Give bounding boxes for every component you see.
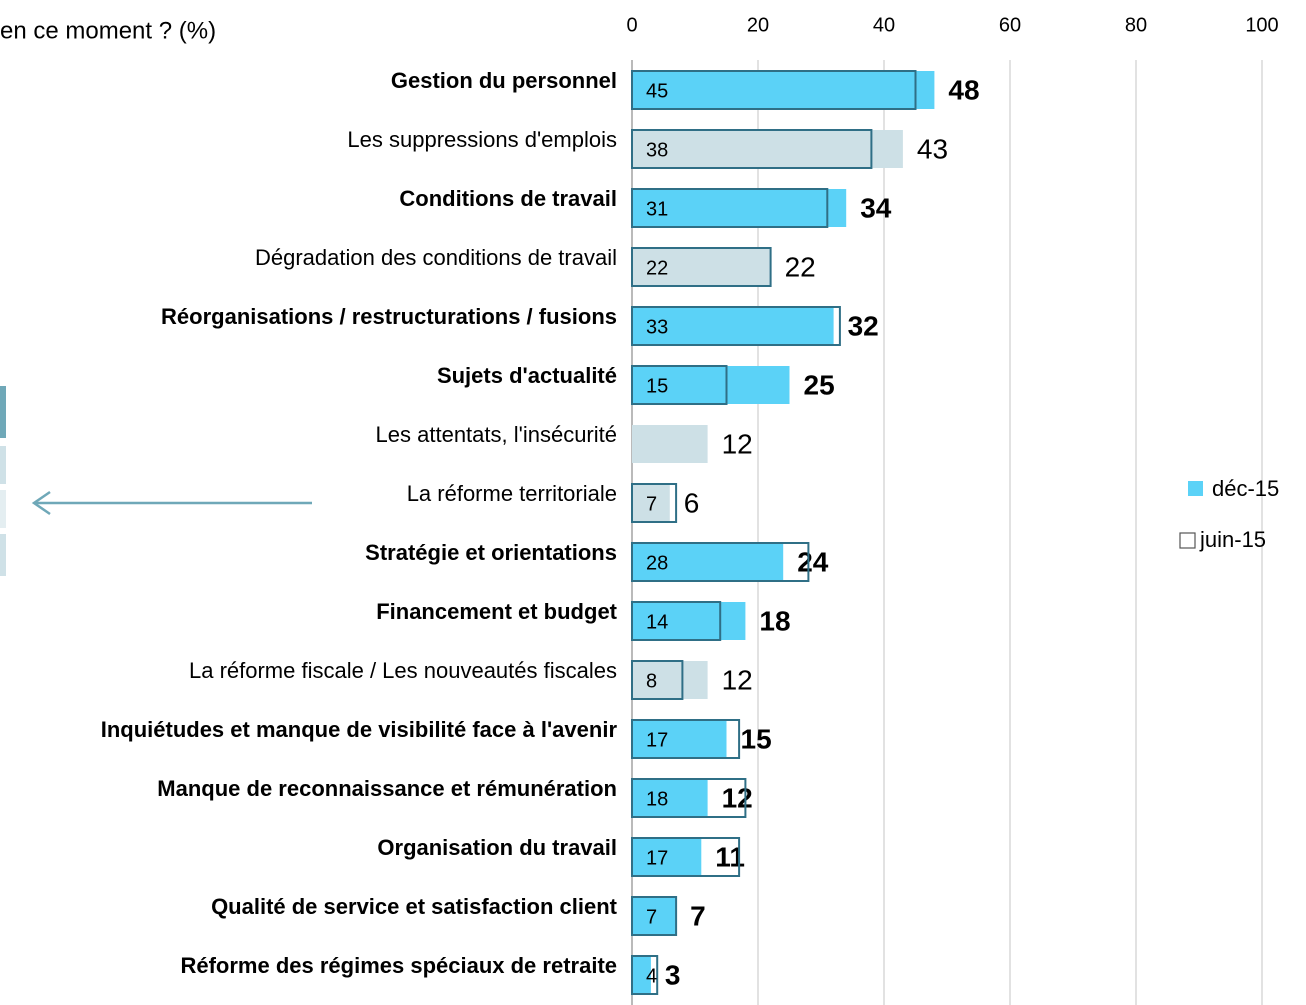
- data-label: 33: [646, 316, 668, 338]
- bar: [632, 307, 834, 345]
- category-label: La réforme fiscale / Les nouveautés fisc…: [189, 658, 617, 683]
- bar-outline: [631, 188, 829, 228]
- bar-outline: [631, 719, 741, 759]
- category-label: Organisation du travail: [377, 835, 617, 860]
- data-label: 32: [848, 310, 879, 341]
- legend-label: juin-15: [1199, 527, 1266, 552]
- data-label: 12: [722, 428, 753, 459]
- data-label: 38: [646, 139, 668, 161]
- decor-bar: [0, 490, 6, 528]
- data-label: 12: [722, 664, 753, 695]
- bar-outline: [631, 778, 747, 818]
- x-tick-label: 40: [873, 14, 895, 36]
- arrow-head: [31, 490, 51, 516]
- data-label: 7: [646, 906, 657, 928]
- bar-outline: [631, 896, 678, 936]
- data-label: 34: [860, 192, 892, 223]
- bar-outline: [631, 365, 728, 405]
- data-label: 28: [646, 552, 668, 574]
- decor-bar: [0, 386, 6, 438]
- bar: [632, 130, 903, 168]
- bar: [632, 720, 727, 758]
- category-label: Réorganisations / restructurations / fus…: [161, 304, 617, 329]
- category-label: Les suppressions d'emplois: [347, 127, 617, 152]
- category-label: Qualité de service et satisfaction clien…: [211, 894, 618, 919]
- data-label: 11: [715, 841, 745, 872]
- data-label: 31: [646, 198, 668, 220]
- data-label: 7: [690, 900, 706, 931]
- bar-outline: [631, 129, 873, 169]
- x-tick-label: 20: [747, 14, 769, 36]
- bar: [632, 779, 708, 817]
- bar: [632, 366, 790, 404]
- category-label: Stratégie et orientations: [365, 540, 617, 565]
- bar: [632, 838, 702, 876]
- bar-outline: [631, 483, 678, 523]
- bar: [632, 543, 784, 581]
- chart-title: en ce moment ? (%): [0, 17, 216, 44]
- data-label: 7: [646, 493, 657, 515]
- data-label: 45: [646, 80, 668, 102]
- bar: [632, 71, 935, 109]
- data-label: 43: [917, 133, 948, 164]
- data-label: 14: [646, 611, 668, 633]
- data-label: 48: [948, 74, 979, 105]
- bar: [632, 484, 670, 522]
- bar-outline: [631, 70, 917, 110]
- legend-label: déc-15: [1212, 476, 1279, 501]
- data-label: 4: [646, 965, 657, 987]
- bar-outline: [631, 247, 772, 287]
- data-label: 17: [646, 847, 668, 869]
- data-label: 6: [684, 487, 700, 518]
- bar: [632, 661, 708, 699]
- bar-outline: [631, 542, 810, 582]
- bar-outline: [631, 955, 659, 995]
- category-label: Dégradation des conditions de travail: [255, 245, 617, 270]
- category-label: Les attentats, l'insécurité: [376, 422, 617, 447]
- data-label: 17: [646, 729, 668, 751]
- category-label: Inquiétudes et manque de visibilité face…: [101, 717, 618, 742]
- bar: [632, 425, 708, 463]
- data-label: 3: [665, 959, 681, 990]
- category-label: Financement et budget: [376, 599, 617, 624]
- x-tick-label: 0: [626, 14, 637, 36]
- bar: [632, 602, 746, 640]
- bar-outline: [631, 660, 684, 700]
- data-label: 18: [759, 605, 790, 636]
- legend-swatch: [1188, 481, 1203, 496]
- data-label: 22: [646, 257, 668, 279]
- bar-outline: [631, 306, 841, 346]
- data-label: 22: [785, 251, 816, 282]
- data-label: 8: [646, 670, 657, 692]
- decor-bar: [0, 534, 6, 576]
- category-label: La réforme territoriale: [407, 481, 617, 506]
- decor-bar: [0, 446, 6, 484]
- bar: [632, 189, 847, 227]
- bar: [632, 248, 771, 286]
- data-label: 12: [722, 782, 753, 813]
- category-label: Réforme des régimes spéciaux de retraite: [180, 953, 617, 978]
- bar: [632, 897, 677, 935]
- data-label: 15: [741, 723, 772, 754]
- legend-swatch: [1179, 532, 1196, 549]
- data-label: 18: [646, 788, 668, 810]
- bar-outline: [631, 837, 741, 877]
- x-tick-label: 60: [999, 14, 1021, 36]
- data-label: 15: [646, 375, 668, 397]
- bar: [632, 956, 651, 994]
- data-label: 24: [797, 546, 829, 577]
- x-tick-label: 80: [1125, 14, 1147, 36]
- category-label: Manque de reconnaissance et rémunération: [157, 776, 617, 801]
- category-label: Sujets d'actualité: [437, 363, 617, 388]
- data-label: 25: [804, 369, 835, 400]
- category-label: Conditions de travail: [399, 186, 617, 211]
- bar-outline: [631, 601, 722, 641]
- category-label: Gestion du personnel: [391, 68, 617, 93]
- x-tick-label: 100: [1245, 14, 1278, 36]
